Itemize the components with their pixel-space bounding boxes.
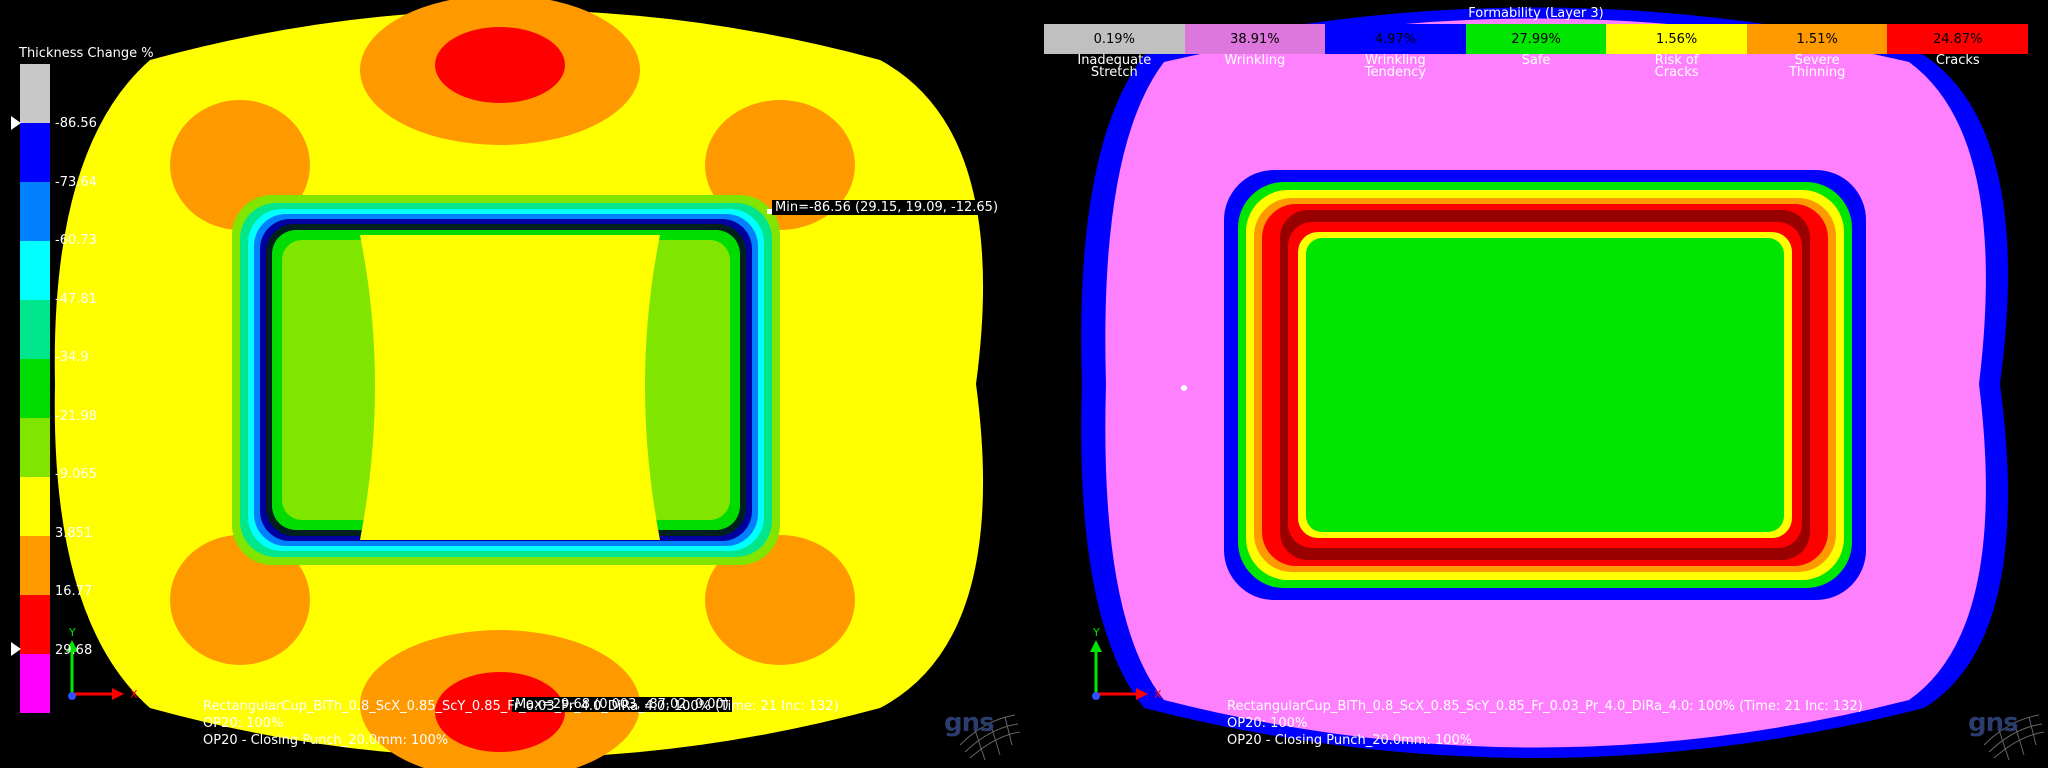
formability-label-line: Risk of bbox=[1654, 53, 1699, 68]
legend-title: Thickness Change % bbox=[19, 46, 154, 61]
formability-label: Wrinkling bbox=[1185, 53, 1326, 79]
scale-tick: 29.68 bbox=[55, 642, 93, 658]
axis-y-label: Y bbox=[1093, 626, 1100, 639]
scale-band bbox=[20, 536, 50, 595]
formability-plot[interactable] bbox=[1024, 0, 2048, 768]
info-block: RectangularCup_BlTh_0.8_ScX_0.85_ScY_0.8… bbox=[1227, 698, 1863, 749]
scale-tick: -60.73 bbox=[55, 233, 97, 248]
thickness-plot[interactable] bbox=[0, 0, 1024, 768]
info-line: OP20: 100% bbox=[203, 716, 284, 731]
formability-label-line: Tendency bbox=[1364, 65, 1427, 80]
scale-tick: 3.851 bbox=[55, 525, 93, 541]
formability-label: Inadequate Stretch bbox=[1044, 53, 1185, 80]
scale-band bbox=[20, 359, 50, 418]
thickness-viewport[interactable]: Thickness Change % -86.56 -73.64 -60.73 -47… bbox=[0, 0, 1024, 768]
min-label: Min=-86.56 (29.15, 19.09, -12.65) bbox=[772, 200, 1002, 215]
formability-legend-bar: 0.19% 38.91% 4.97% 27.99% 1.56% 1.51% 24.87% bbox=[1044, 24, 2029, 54]
formability-label-line: Cracks bbox=[1935, 53, 1980, 68]
info-line: OP20 - Closing Punch_20.0mm: 100% bbox=[1227, 733, 1473, 748]
gns-logo: gns bbox=[944, 708, 995, 738]
max-label: Max=29.68 (0.003, -87.02, 0.00) bbox=[512, 697, 732, 712]
axis-triad bbox=[1090, 640, 1148, 700]
formability-label-line: Thinning bbox=[1788, 65, 1846, 80]
scale-band bbox=[20, 477, 50, 536]
formability-segment: 24.87% bbox=[1887, 24, 2029, 54]
color-scale bbox=[20, 64, 50, 713]
gns-logo: gns bbox=[1968, 708, 2019, 738]
cup-bottom bbox=[360, 235, 660, 540]
formability-segment: 1.51% bbox=[1746, 24, 1888, 54]
scale-tick: -73.64 bbox=[55, 174, 97, 190]
formability-label: Cracks bbox=[1887, 53, 2028, 79]
info-line: OP20: 100% bbox=[1227, 716, 1308, 731]
formability-label: Wrinkling Tendency bbox=[1325, 53, 1466, 80]
formability-legend-labels: Inadequate Stretch Wrinkling Wrinkling Tende… bbox=[1044, 53, 2028, 80]
scale-band bbox=[20, 182, 50, 241]
gns-logo-mesh bbox=[1983, 714, 2045, 761]
formability-legend-title: Formability (Layer 3) bbox=[1468, 6, 1604, 21]
scale-band bbox=[20, 654, 50, 713]
gns-logo-mesh bbox=[959, 714, 1021, 761]
scale-band bbox=[20, 300, 50, 359]
formability-label: Risk of Cracks bbox=[1606, 53, 1747, 80]
scale-band bbox=[20, 418, 50, 477]
formability-segment: 1.56% bbox=[1606, 24, 1747, 54]
axis-x-label: X bbox=[130, 688, 138, 701]
scale-band bbox=[20, 64, 50, 123]
scale-band bbox=[20, 123, 50, 182]
scale-max-marker[interactable] bbox=[11, 642, 21, 656]
axis-y-label: Y bbox=[69, 626, 76, 639]
axis-triad bbox=[66, 640, 124, 700]
scale-tick: -21.98 bbox=[55, 408, 97, 424]
scale-tick: 16.77 bbox=[55, 584, 93, 599]
scale-tick: -34.9 bbox=[55, 350, 89, 365]
scale-tick: -47.81 bbox=[55, 291, 97, 307]
formability-label: Safe bbox=[1466, 53, 1607, 79]
formability-segment: 38.91% bbox=[1184, 24, 1326, 54]
formability-label-line: Stretch bbox=[1090, 65, 1138, 80]
formability-label-line: Wrinkling bbox=[1365, 53, 1426, 68]
axis-x-label: X bbox=[1154, 688, 1162, 701]
formability-segment: 27.99% bbox=[1465, 24, 1607, 54]
info-block: RectangularCup_BlTh_0.8_ScX_0.85_ScY_0.8… bbox=[203, 698, 839, 749]
scale-min-marker[interactable] bbox=[11, 116, 21, 130]
formability-label: Severe Thinning bbox=[1747, 53, 1888, 80]
formability-segment: 0.19% bbox=[1044, 24, 1185, 54]
info-line: RectangularCup_BlTh_0.8_ScX_0.85_ScY_0.8… bbox=[1227, 699, 1863, 714]
formability-label-line: Inadequate bbox=[1077, 53, 1152, 68]
scale-tick: -86.56 bbox=[55, 116, 97, 131]
formability-label-line: Safe bbox=[1521, 53, 1551, 68]
formability-label-line: Cracks bbox=[1654, 65, 1699, 80]
info-line: RectangularCup_BlTh_0.8_ScX_0.85_ScY_0.8… bbox=[203, 699, 839, 714]
scale-band bbox=[20, 241, 50, 300]
formability-label-line: Wrinkling bbox=[1224, 53, 1286, 68]
info-line: OP20 - Closing Punch_20.0mm: 100% bbox=[203, 733, 449, 748]
scale-band bbox=[20, 595, 50, 654]
formability-segment: 4.97% bbox=[1325, 24, 1466, 54]
safe-zone bbox=[1306, 238, 1784, 532]
scale-tick: -9.065 bbox=[55, 467, 97, 482]
formability-viewport[interactable]: Y X RectangularCup_BlTh_0.8_ScX_0.85_ScY… bbox=[1024, 0, 2048, 768]
formability-label-line: Severe bbox=[1794, 53, 1840, 68]
